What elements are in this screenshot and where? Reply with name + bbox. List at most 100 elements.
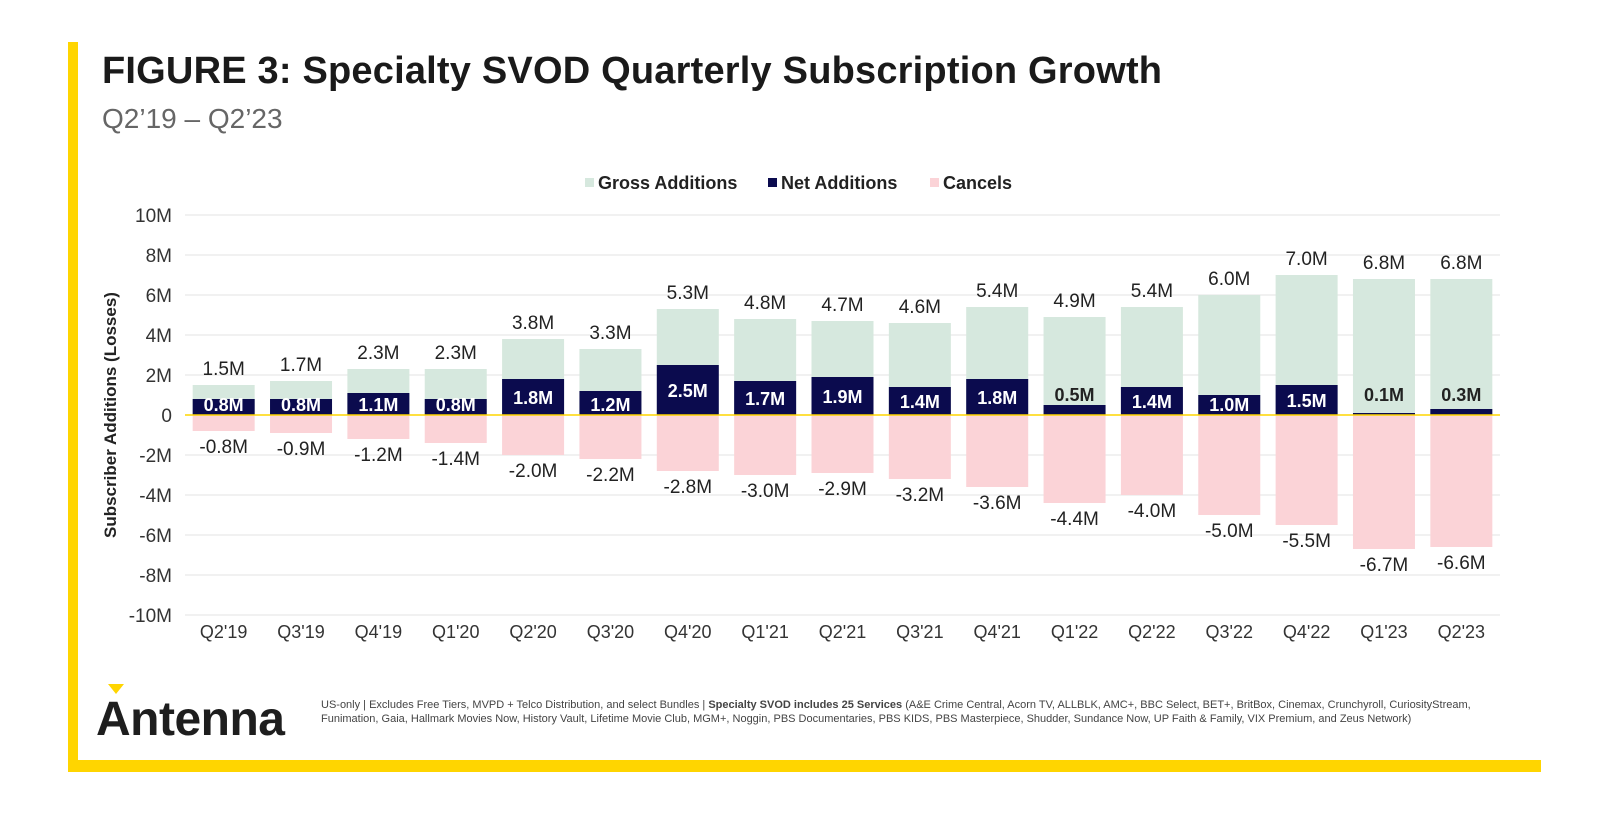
y-tick-label: -6M: [139, 526, 172, 547]
cancels-label: -3.0M: [741, 481, 790, 502]
cancels-bar: [1198, 415, 1261, 515]
net-additions-label: 0.8M: [281, 395, 321, 415]
net-additions-label: 1.0M: [1209, 395, 1249, 415]
x-tick-label: Q3'21: [896, 622, 943, 642]
page-subtitle: Q2’19 – Q2’23: [102, 103, 283, 134]
net-additions-label: 1.4M: [1132, 392, 1172, 412]
y-tick-label: 10M: [135, 206, 172, 227]
net-additions-bar: [888, 387, 951, 415]
y-tick-label: 4M: [146, 326, 172, 347]
gross-additions-label: 6.8M: [1440, 253, 1482, 274]
page-title: FIGURE 3: Specialty SVOD Quarterly Subsc…: [102, 50, 1163, 92]
y-tick-label: 8M: [146, 246, 172, 267]
net-additions-label: 0.3M: [1441, 385, 1481, 405]
cancels-bar: [1352, 415, 1415, 549]
x-tick-label: Q3'19: [277, 622, 324, 642]
net-additions-label: 0.8M: [204, 395, 244, 415]
legend-label: Gross Additions: [598, 173, 737, 193]
gross-additions-label: 5.3M: [667, 283, 709, 304]
net-additions-bar: [734, 381, 797, 415]
cancels-label: -6.7M: [1360, 555, 1409, 576]
x-tick-label: Q2'20: [509, 622, 556, 642]
cancels-bar: [579, 415, 642, 459]
cancels-label: -2.2M: [586, 465, 635, 486]
net-additions-bar: [1352, 413, 1415, 415]
cancels-bar: [966, 415, 1029, 487]
cancels-bar: [656, 415, 719, 471]
net-additions-label: 1.5M: [1287, 391, 1327, 411]
net-additions-label: 1.8M: [977, 388, 1017, 408]
y-tick-label: 2M: [146, 366, 172, 387]
y-axis-label: Subscriber Additions (Losses): [101, 292, 120, 538]
net-additions-bar: [811, 377, 874, 415]
cancels-label: -5.5M: [1282, 531, 1331, 552]
net-additions-bar: [1430, 409, 1493, 415]
y-tick-label: -8M: [139, 566, 172, 587]
net-additions-label: 0.5M: [1055, 385, 1095, 405]
legend-label: Cancels: [943, 173, 1012, 193]
x-tick-label: Q2'19: [200, 622, 247, 642]
legend-swatch: [930, 178, 939, 187]
gross-additions-label: 3.3M: [589, 323, 631, 344]
cancels-bar: [1430, 415, 1493, 547]
footnote-part2: (A&E Crime Central, Acorn TV, ALLBLK, AM…: [321, 699, 1471, 725]
cancels-bar: [888, 415, 951, 479]
cancels-label: -1.4M: [431, 449, 480, 470]
cancels-label: -3.2M: [896, 485, 945, 506]
net-additions-bar: [424, 399, 487, 415]
net-additions-label: 0.8M: [436, 395, 476, 415]
cancels-label: -0.9M: [277, 439, 326, 460]
net-additions-bar: [1198, 395, 1261, 415]
net-additions-label: 1.4M: [900, 392, 940, 412]
cancels-label: -3.6M: [973, 493, 1022, 514]
cancels-label: -2.8M: [664, 477, 713, 498]
cancels-bar: [502, 415, 565, 455]
cancels-bar: [734, 415, 797, 475]
x-tick-label: Q3'22: [1206, 622, 1253, 642]
antenna-logo: Antenna: [96, 693, 285, 746]
legend-swatch: [768, 178, 777, 187]
x-tick-label: Q1'21: [741, 622, 788, 642]
x-tick-label: Q2'21: [819, 622, 866, 642]
y-tick-label: -10M: [129, 606, 172, 627]
gross-additions-label: 1.5M: [203, 359, 245, 380]
gross-additions-label: 7.0M: [1285, 249, 1327, 270]
gross-additions-label: 2.3M: [435, 343, 477, 364]
net-additions-bar: [1275, 385, 1338, 415]
cancels-label: -4.4M: [1050, 509, 1099, 530]
cancels-label: -5.0M: [1205, 521, 1254, 542]
gross-additions-label: 6.0M: [1208, 269, 1250, 290]
net-additions-bar: [1043, 405, 1106, 415]
x-tick-label: Q3'20: [587, 622, 634, 642]
gross-additions-bar: [1430, 279, 1493, 415]
accent-bar-left: [68, 42, 78, 772]
cancels-label: -2.0M: [509, 461, 558, 482]
net-additions-bar: [192, 399, 255, 415]
net-additions-bar: [966, 379, 1029, 415]
cancels-label: -2.9M: [818, 479, 867, 500]
gross-additions-label: 1.7M: [280, 355, 322, 376]
y-tick-label: 0: [161, 406, 172, 427]
footnote-part1: US-only | Excludes Free Tiers, MVPD + Te…: [321, 699, 709, 711]
cancels-bar: [347, 415, 410, 439]
x-tick-label: Q4'22: [1283, 622, 1330, 642]
gross-additions-bar: [1352, 279, 1415, 415]
net-additions-label: 0.1M: [1364, 385, 1404, 405]
net-additions-label: 1.9M: [822, 387, 862, 407]
net-additions-bar: [656, 365, 719, 415]
legend-label: Net Additions: [781, 173, 897, 193]
x-tick-label: Q1'23: [1360, 622, 1407, 642]
cancels-label: -1.2M: [354, 445, 403, 466]
gross-additions-label: 4.8M: [744, 293, 786, 314]
y-tick-label: -2M: [139, 446, 172, 467]
cancels-label: -0.8M: [199, 437, 248, 458]
x-tick-label: Q2'22: [1128, 622, 1175, 642]
gross-additions-label: 4.7M: [821, 295, 863, 316]
gross-additions-label: 5.4M: [1131, 281, 1173, 302]
net-additions-label: 1.7M: [745, 389, 785, 409]
net-additions-bar: [502, 379, 565, 415]
cancels-bar: [1120, 415, 1183, 495]
footnote-bold: Specialty SVOD includes 25 Services: [708, 699, 903, 711]
cancels-bar: [1275, 415, 1338, 525]
net-additions-bar: [579, 391, 642, 415]
